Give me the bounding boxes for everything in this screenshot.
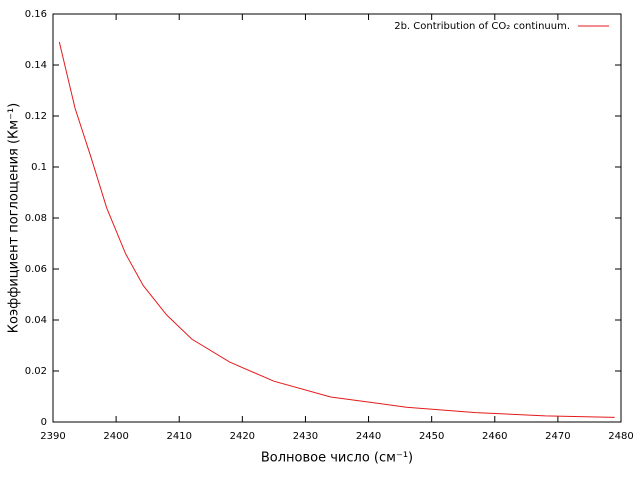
y-tick-label: 0.12	[25, 111, 47, 122]
y-tick-label: 0.04	[25, 315, 47, 326]
x-tick-label: 2450	[419, 431, 444, 442]
x-tick-label: 2410	[166, 431, 191, 442]
x-tick-label: 2460	[482, 431, 507, 442]
y-tick-label: 0	[41, 417, 47, 428]
y-tick-label: 0.08	[25, 213, 47, 224]
y-tick-label: 0.02	[25, 366, 47, 377]
data-line	[58, 41, 615, 418]
y-tick-label: 0.1	[31, 162, 47, 173]
x-tick-label: 2390	[40, 431, 65, 442]
x-axis-label: Волновое число (см⁻¹)	[261, 451, 413, 466]
x-tick-label: 2400	[103, 431, 128, 442]
x-tick-label: 2470	[545, 431, 570, 442]
y-axis-label: Коэффициент поглощения (Км⁻¹)	[7, 103, 22, 333]
legend-label: 2b. Contribution of CO₂ continuum.	[394, 21, 570, 32]
x-tick-label: 2420	[230, 431, 255, 442]
y-tick-label: 0.16	[25, 9, 47, 20]
x-tick-label: 2430	[293, 431, 318, 442]
plot-frame	[52, 13, 622, 423]
x-tick-label: 2440	[356, 431, 381, 442]
x-tick-label: 2480	[608, 431, 633, 442]
y-tick-label: 0.06	[25, 264, 47, 275]
y-tick-label: 0.14	[25, 60, 47, 71]
